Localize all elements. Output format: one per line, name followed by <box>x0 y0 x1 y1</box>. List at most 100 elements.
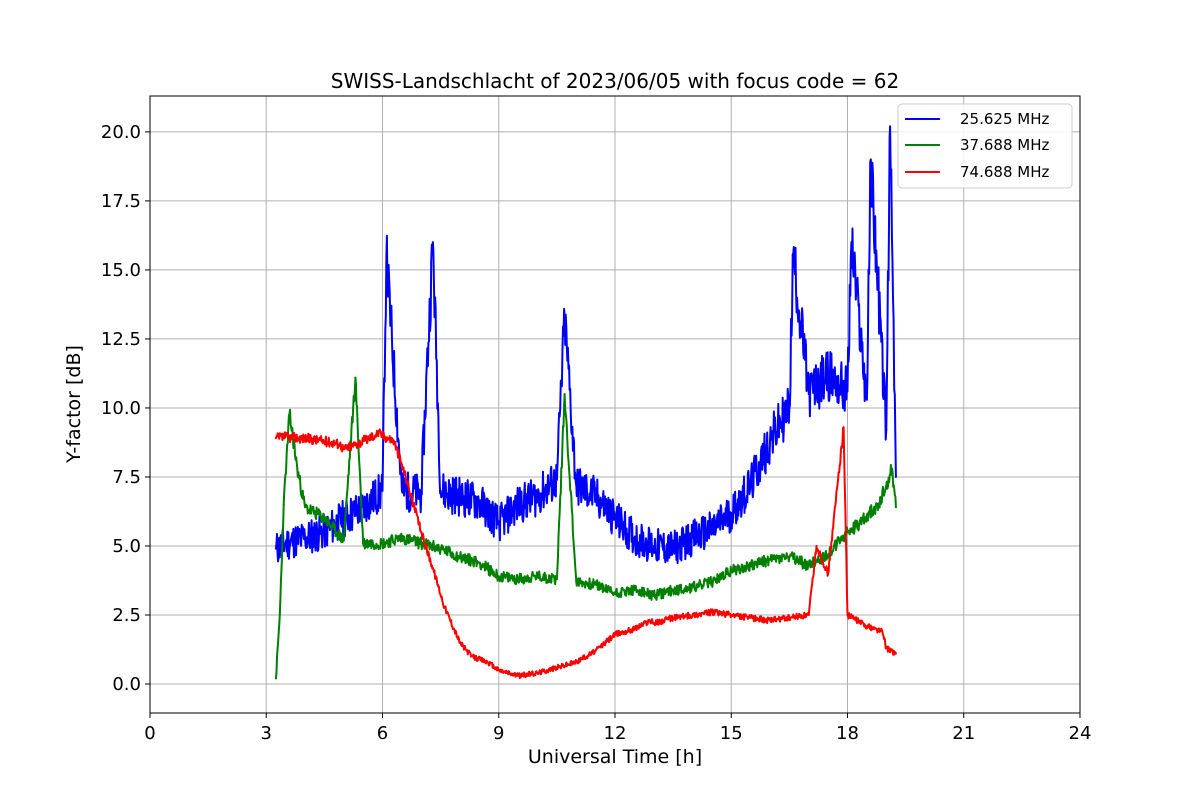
data-point <box>362 440 365 443</box>
data-point <box>385 255 388 258</box>
x-axis-label: Universal Time [h] <box>528 746 702 768</box>
data-point <box>377 431 380 434</box>
data-point <box>889 125 892 128</box>
data-point <box>470 655 473 658</box>
data-point <box>288 412 291 415</box>
data-point <box>282 503 285 506</box>
data-point <box>881 630 884 633</box>
data-point <box>769 440 771 443</box>
data-point <box>497 575 500 578</box>
data-point <box>381 542 384 545</box>
data-point <box>652 594 655 597</box>
data-point <box>304 506 306 509</box>
y-tick-label: 20.0 <box>101 122 141 143</box>
x-tick-label: 12 <box>604 723 627 744</box>
data-point <box>439 489 442 492</box>
data-point <box>338 442 341 445</box>
data-point <box>633 536 636 539</box>
data-point <box>284 542 287 545</box>
data-point <box>278 614 281 616</box>
data-point <box>850 241 853 244</box>
data-point <box>304 536 306 539</box>
data-point <box>865 514 868 517</box>
x-tick-label: 3 <box>261 723 272 744</box>
data-point <box>536 672 539 674</box>
data-point <box>459 495 461 498</box>
y-tick-label: 12.5 <box>101 329 141 350</box>
data-point <box>614 591 616 594</box>
data-point <box>652 545 655 547</box>
data-point <box>459 641 461 644</box>
data-point <box>869 158 872 161</box>
data-point <box>865 625 868 627</box>
data-point <box>827 572 830 575</box>
data-point <box>846 390 849 393</box>
data-point <box>517 503 520 506</box>
data-point <box>807 564 810 567</box>
data-point <box>459 556 461 558</box>
data-point <box>672 589 675 592</box>
data-point <box>865 398 868 401</box>
data-point <box>420 492 423 495</box>
y-tick-label: 10.0 <box>101 398 141 419</box>
data-point <box>749 564 752 567</box>
data-point <box>400 489 403 492</box>
data-point <box>381 434 384 437</box>
grid <box>149 96 1081 713</box>
data-point <box>788 616 791 619</box>
data-point <box>323 440 326 443</box>
data-point <box>420 542 423 545</box>
data-point <box>769 619 771 622</box>
y-tick-label: 5.0 <box>112 536 141 557</box>
data-point <box>323 531 326 534</box>
data-point <box>877 503 880 506</box>
y-tick-label: 2.5 <box>112 605 141 626</box>
data-point <box>792 252 795 255</box>
data-point <box>846 531 849 534</box>
data-point <box>749 616 752 619</box>
data-point <box>486 660 489 663</box>
data-point <box>710 528 713 531</box>
data-point <box>710 580 713 583</box>
data-point <box>594 495 597 498</box>
data-point <box>788 407 791 409</box>
data-point <box>404 476 407 478</box>
data-point <box>563 393 566 396</box>
chart-title: SWISS-Landschlacht of 2023/06/05 with fo… <box>331 69 899 93</box>
data-point <box>342 448 345 451</box>
data-point <box>885 429 888 431</box>
data-point <box>614 517 616 520</box>
data-point <box>788 556 791 558</box>
x-tick-label: 9 <box>493 723 504 744</box>
data-point <box>815 545 818 547</box>
data-point <box>323 517 326 520</box>
legend-label-25625: 25.625 MHz <box>960 110 1049 128</box>
y-tick-label: 17.5 <box>101 191 141 212</box>
x-tick-label: 0 <box>144 723 155 744</box>
series-layer <box>274 125 897 680</box>
data-point <box>381 489 384 492</box>
data-point <box>431 241 434 244</box>
data-point <box>555 666 558 669</box>
data-point <box>393 440 396 443</box>
legend-box <box>897 103 1073 189</box>
data-point <box>431 567 434 570</box>
data-point <box>885 647 888 650</box>
data-point <box>730 614 733 616</box>
x-tick-label: 21 <box>952 723 975 744</box>
series-line-74688 <box>274 426 897 679</box>
data-point <box>497 522 500 525</box>
data-point <box>691 614 694 616</box>
data-point <box>769 558 771 561</box>
legend-label-37688: 37.688 MHz <box>960 136 1049 154</box>
legend-label-74688: 74.688 MHz <box>960 163 1049 181</box>
data-point <box>274 437 277 440</box>
data-point <box>894 652 897 655</box>
data-point <box>555 578 558 581</box>
data-point <box>807 393 810 396</box>
x-tick-label: 24 <box>1069 723 1092 744</box>
data-point <box>274 677 277 680</box>
x-tick-label: 15 <box>720 723 743 744</box>
